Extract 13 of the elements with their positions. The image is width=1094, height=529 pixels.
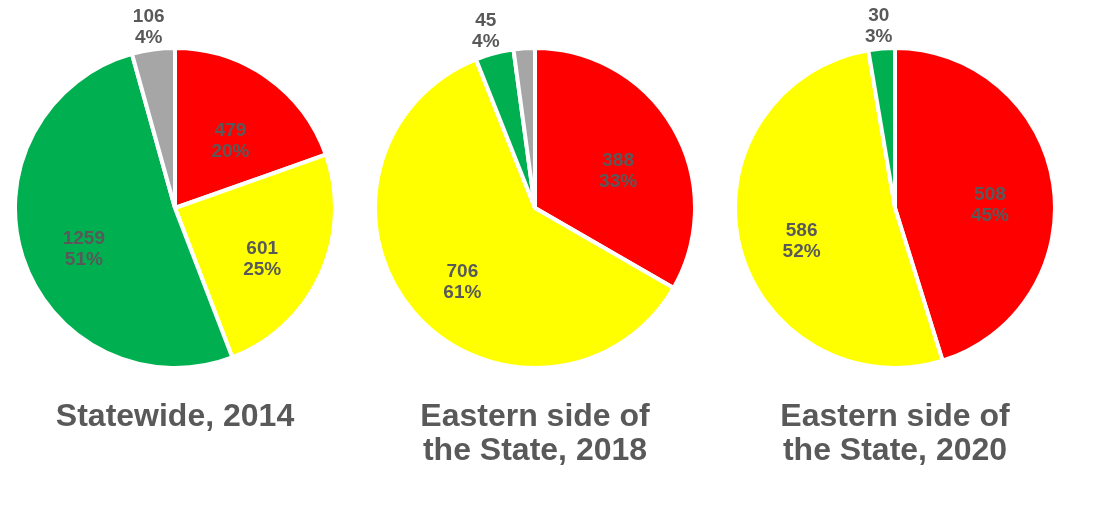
data-label: 706 61% [443,259,482,302]
data-label: 601 25% [243,237,282,280]
data-label: 1259 51% [62,227,105,270]
data-label: 45 4% [472,9,500,52]
data-label: 586 52% [782,219,821,262]
text: Eastern side of the State, 2018 [420,397,651,467]
data-label: 106 4% [132,4,165,47]
text: Eastern side of the State, 2020 [780,397,1011,467]
data-label: 30 3% [865,3,893,46]
data-label: 388 33% [599,149,638,191]
data-label: 479 20% [211,118,250,161]
data-label: 508 45% [970,182,1010,225]
text: Statewide, 2014 [55,397,295,433]
